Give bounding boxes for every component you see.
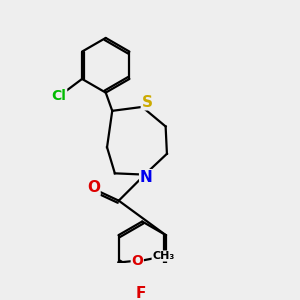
Text: F: F (136, 286, 146, 300)
Text: N: N (140, 170, 152, 185)
Text: O: O (131, 254, 143, 268)
Text: CH₃: CH₃ (152, 251, 174, 261)
Text: S: S (141, 95, 152, 110)
Text: O: O (87, 180, 100, 195)
Text: Cl: Cl (52, 89, 67, 103)
